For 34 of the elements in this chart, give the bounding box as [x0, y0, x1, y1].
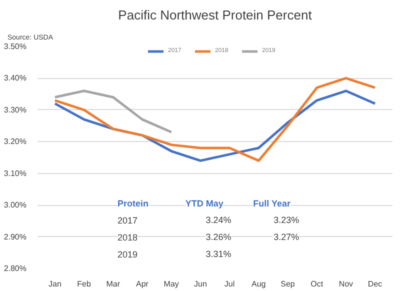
x-tick-label: Feb — [77, 280, 92, 288]
x-tick-label: Jul — [224, 280, 235, 288]
x-tick-label: Sep — [280, 280, 296, 288]
annotation: 2017 — [118, 216, 138, 226]
line-series — [54, 90, 173, 134]
x-tick-label: Oct — [310, 280, 324, 288]
x-tick-label: Aug — [252, 280, 266, 288]
y-tick-label: 3.40% — [4, 74, 27, 83]
y-tick-label: 3.10% — [4, 168, 27, 178]
x-tick-label: Mar — [106, 280, 120, 288]
x-tick-label: Nov — [338, 280, 354, 288]
annotation: 3.31% — [206, 248, 232, 259]
y-tick-label: 3.20% — [4, 137, 27, 146]
y-tick-label: 2.80% — [4, 264, 27, 273]
annotation: Protein — [118, 198, 149, 208]
annotation: 2019 — [118, 249, 138, 260]
annotation: 3.27% — [274, 232, 300, 242]
x-tick-label: May — [164, 280, 179, 288]
y-tick-label: 3.30% — [4, 105, 27, 114]
annotation: YTD May — [185, 198, 224, 208]
x-tick-label: Jun — [194, 280, 207, 288]
x-tick-label: Dec — [368, 280, 382, 288]
x-tick-label: Apr — [136, 280, 149, 288]
chart-title: Pacific Northwest Protein Percent — [118, 8, 312, 22]
y-tick-label: 3.00% — [4, 200, 27, 210]
line-series — [54, 76, 376, 162]
annotation: 3.24% — [206, 215, 232, 226]
y-tick-label: 3.50% — [4, 42, 27, 51]
annotation: 2018 — [118, 232, 138, 242]
annotation: 3.23% — [274, 215, 300, 226]
y-tick-label: 2.90% — [4, 232, 27, 242]
x-tick-label: Jan — [48, 280, 62, 288]
annotation: 3.26% — [206, 232, 232, 242]
annotation: Full Year — [253, 198, 291, 208]
